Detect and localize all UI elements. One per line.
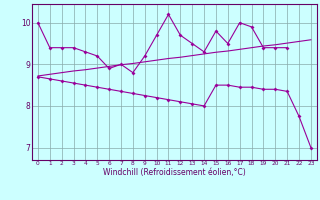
X-axis label: Windchill (Refroidissement éolien,°C): Windchill (Refroidissement éolien,°C) — [103, 168, 246, 177]
